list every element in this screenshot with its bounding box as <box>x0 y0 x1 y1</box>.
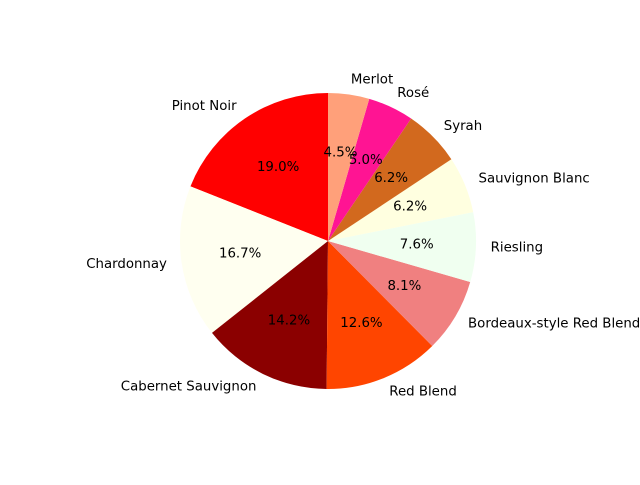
slice-label: Cabernet Sauvignon <box>121 380 257 395</box>
slice-pct-label: 5.0% <box>349 153 383 168</box>
pie-slice <box>211 241 328 389</box>
slice-pct-label: 6.2% <box>374 171 408 186</box>
slice-pct-label: 7.6% <box>400 237 434 252</box>
slice-label: Syrah <box>444 119 482 134</box>
slice-pct-label: 6.2% <box>393 200 427 215</box>
slices-layer <box>179 93 476 389</box>
slice-pct-label: 16.7% <box>219 246 261 261</box>
slice-label: Chardonnay <box>86 257 167 272</box>
labels-layer: Pinot Noir 19.0% Chardonnay 16.7% Cabernet S… <box>86 72 640 399</box>
pie-slice <box>328 93 370 241</box>
pie-slice <box>328 212 476 283</box>
pie-slice <box>190 93 328 241</box>
slice-label: Merlot <box>351 72 393 87</box>
pie-slice <box>326 241 433 389</box>
slice-label: Riesling <box>491 240 543 255</box>
slice-pct-label: 4.5% <box>324 146 358 161</box>
slice-pct-label: 8.1% <box>387 279 421 294</box>
slice-label: Rosé <box>397 85 429 101</box>
slice-pct-label: 19.0% <box>257 160 299 175</box>
slice-pct-label: 14.2% <box>268 313 310 328</box>
slice-label: Pinot Noir <box>172 99 237 114</box>
slice-label: Sauvignon Blanc <box>479 171 590 186</box>
slice-label: Bordeaux-style Red Blend <box>468 317 640 332</box>
slice-label: Red Blend <box>389 384 457 399</box>
pie-slice <box>179 186 328 333</box>
pie-slice <box>328 159 474 241</box>
pie-slice <box>328 98 412 242</box>
slice-pct-label: 12.6% <box>340 316 382 331</box>
pie-slice <box>328 241 471 347</box>
pie-slice <box>328 118 452 241</box>
